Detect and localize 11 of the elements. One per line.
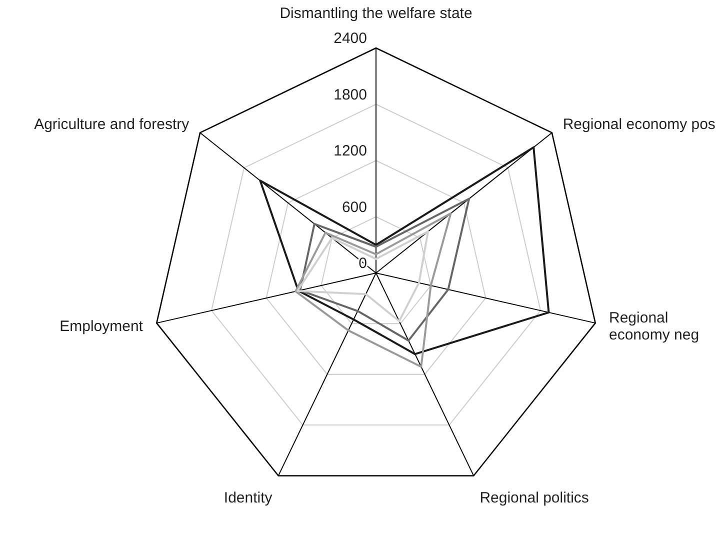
spoke-label: Dismantling the welfare state [280,5,472,22]
spoke-label: Agriculture and forestry [34,116,190,133]
spoke-label: Regional politics [480,489,589,506]
spoke-label: Employment [60,318,144,336]
y-tick-label: 600 [342,198,367,216]
spoke-label: Regional economy neg [609,310,700,344]
y-tick-label: 2400 [334,30,367,47]
y-tick-label: 1800 [334,86,367,104]
y-tick-label: 1200 [334,142,367,160]
spoke-label: Regional economy pos [562,116,716,133]
spoke-label: Identity [224,489,273,506]
